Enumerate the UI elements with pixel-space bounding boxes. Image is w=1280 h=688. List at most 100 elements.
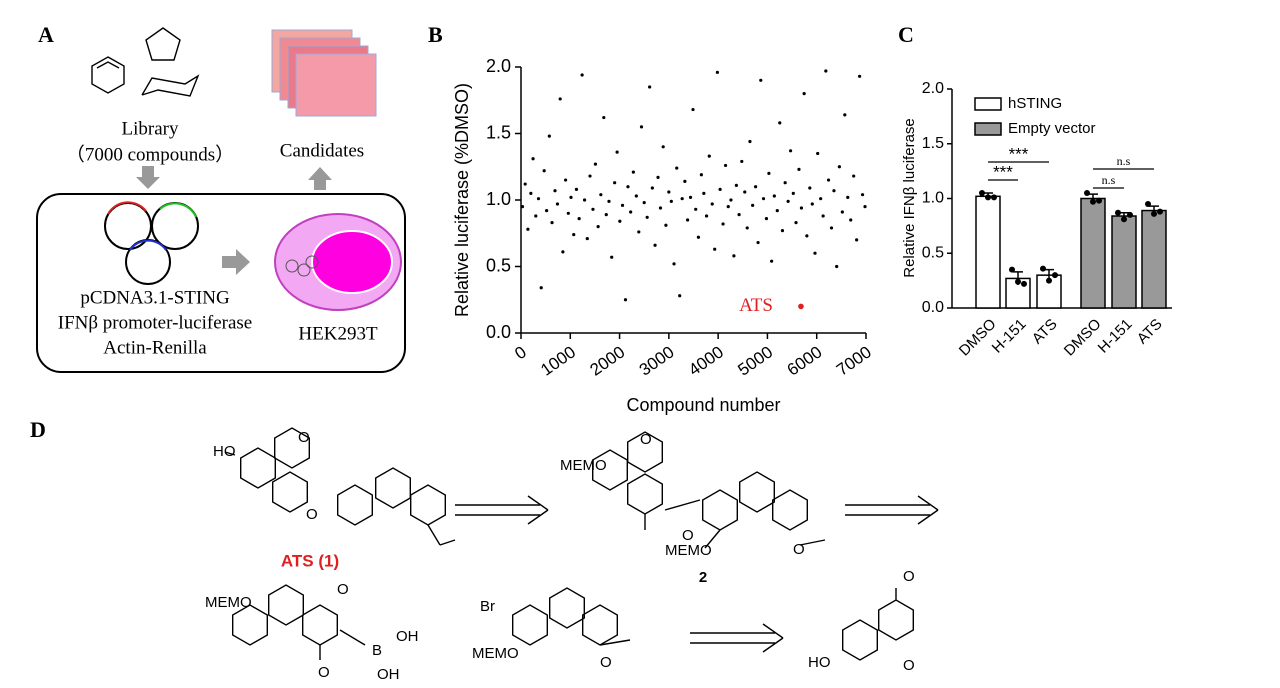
highlight-point bbox=[798, 303, 804, 310]
bond bbox=[704, 529, 721, 549]
point bbox=[585, 236, 589, 241]
benzene bbox=[91, 56, 125, 94]
ring bbox=[739, 471, 775, 513]
point bbox=[545, 209, 549, 213]
atom: B bbox=[372, 642, 382, 659]
point bbox=[607, 199, 611, 203]
ring bbox=[410, 484, 446, 526]
point bbox=[656, 175, 660, 179]
point bbox=[723, 163, 728, 168]
atom: O bbox=[903, 568, 915, 585]
atom: OH bbox=[396, 628, 419, 645]
replicate-point bbox=[1121, 216, 1127, 223]
point bbox=[536, 197, 541, 201]
y-tick-label: 1.5 bbox=[922, 135, 944, 152]
atom: MEMO bbox=[665, 542, 712, 559]
point bbox=[564, 178, 568, 182]
point bbox=[835, 264, 839, 269]
atom: HO bbox=[808, 654, 831, 671]
point bbox=[561, 250, 565, 254]
point bbox=[588, 174, 592, 178]
replicate-point bbox=[1145, 200, 1151, 207]
point bbox=[664, 223, 668, 227]
point bbox=[604, 213, 608, 217]
y-tick-label: 0.0 bbox=[922, 299, 944, 316]
atom: O bbox=[793, 541, 805, 558]
x-tick-label: 5000 bbox=[734, 342, 776, 379]
point bbox=[788, 149, 793, 153]
y-tick-label: 2.0 bbox=[486, 56, 511, 76]
y-tick-label: 0.0 bbox=[486, 322, 511, 342]
bond bbox=[762, 637, 784, 653]
point bbox=[661, 145, 665, 149]
point bbox=[857, 74, 862, 78]
point bbox=[805, 234, 809, 238]
point bbox=[829, 226, 834, 230]
point bbox=[694, 207, 698, 211]
point bbox=[520, 205, 525, 209]
point bbox=[672, 262, 676, 266]
point bbox=[863, 205, 867, 209]
x-tick-label: H-151 bbox=[1095, 316, 1136, 357]
point bbox=[639, 125, 644, 129]
legend-label: hSTING bbox=[1008, 95, 1062, 112]
replicate-point bbox=[1084, 190, 1090, 197]
point bbox=[547, 134, 551, 138]
bond bbox=[339, 629, 366, 646]
point bbox=[678, 294, 682, 298]
point bbox=[566, 211, 570, 215]
point bbox=[602, 115, 606, 120]
atom: MEMO bbox=[205, 594, 252, 611]
replicate-point bbox=[1151, 210, 1157, 217]
point bbox=[713, 247, 717, 251]
point bbox=[555, 202, 560, 206]
point bbox=[696, 235, 701, 239]
atom: O bbox=[298, 429, 310, 446]
point bbox=[740, 159, 744, 164]
point bbox=[534, 214, 538, 218]
x-tick-label: 7000 bbox=[833, 342, 875, 379]
plasmid-insert bbox=[159, 202, 197, 218]
point bbox=[860, 193, 865, 197]
point bbox=[620, 203, 625, 207]
replicate-point bbox=[991, 194, 997, 201]
ring bbox=[272, 471, 308, 513]
point bbox=[710, 202, 714, 206]
point bbox=[550, 221, 554, 225]
point bbox=[572, 232, 576, 237]
point bbox=[729, 198, 733, 202]
candidates: Candidates bbox=[280, 140, 364, 161]
replicate-point bbox=[1127, 211, 1133, 218]
point bbox=[715, 70, 720, 74]
point bbox=[526, 227, 530, 231]
point bbox=[683, 179, 687, 183]
x-tick-label: ATS bbox=[1029, 316, 1061, 348]
point bbox=[629, 210, 633, 214]
point bbox=[691, 107, 695, 112]
point bbox=[702, 191, 706, 195]
replicate-point bbox=[979, 190, 985, 197]
point bbox=[734, 183, 738, 187]
point bbox=[764, 217, 769, 221]
panel-label: C bbox=[898, 22, 914, 47]
point bbox=[843, 113, 847, 117]
bond bbox=[527, 495, 549, 511]
point bbox=[531, 157, 535, 161]
point bbox=[615, 150, 619, 154]
x-tick-label: 1000 bbox=[537, 342, 579, 379]
point bbox=[821, 214, 825, 218]
ring bbox=[627, 431, 663, 473]
replicate-point bbox=[1046, 277, 1052, 284]
point bbox=[745, 226, 749, 230]
bond bbox=[439, 539, 456, 546]
point bbox=[748, 139, 752, 144]
x-tick-label: 4000 bbox=[685, 342, 727, 379]
ring bbox=[302, 604, 338, 646]
point bbox=[770, 259, 774, 263]
bond bbox=[599, 639, 631, 646]
point bbox=[751, 203, 755, 207]
point bbox=[558, 97, 562, 101]
significance-label: n.s bbox=[1102, 173, 1116, 187]
point bbox=[688, 195, 693, 199]
point bbox=[813, 251, 817, 255]
